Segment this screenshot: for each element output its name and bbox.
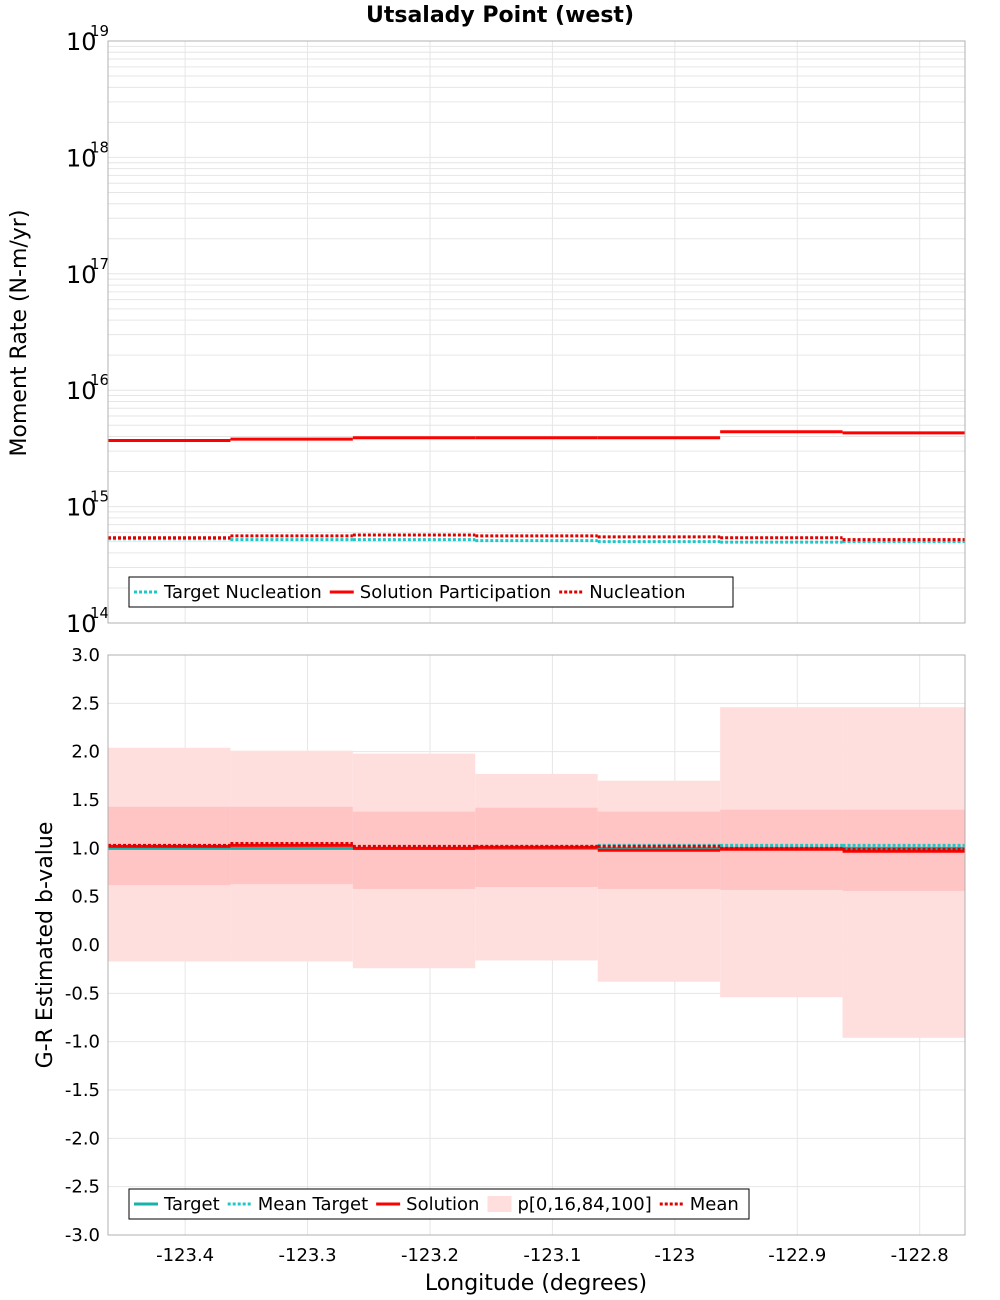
top-legend: Target Nucleation Solution Participation N…	[128, 576, 734, 608]
top-y-tick-exponent: 17	[90, 255, 109, 273]
bottom-legend-label: Mean	[690, 1194, 739, 1215]
bottom-plot-frame	[107, 654, 966, 1236]
top-y-tick-base: 10	[66, 261, 97, 289]
band-inner-range	[352, 811, 476, 889]
top-legend-label: Nucleation	[589, 582, 685, 603]
bottom-legend: Target Mean Target Solution p[0,16,84,100] M…	[128, 1188, 750, 1220]
bottom-y-tick-label: 3.0	[71, 645, 100, 666]
bottom-y-tick-label: -3.0	[65, 1225, 100, 1246]
top-y-tick-exponent: 18	[90, 138, 109, 156]
bottom-y-tick-label: 0.5	[71, 887, 100, 908]
bottom-legend-label: Mean Target	[258, 1194, 368, 1215]
x-tick-label: -122.8	[891, 1245, 949, 1266]
bottom-legend-label: p[0,16,84,100]	[517, 1194, 651, 1215]
b-value-panel: -3.0 -2.5 -2.0 -1.5 -1.0 -0.5 0.0 0.5 1.0 1.5 2.0 2…	[65, 645, 966, 1266]
top-y-tick-base: 10	[66, 144, 97, 172]
top-y-tick-exponent: 14	[90, 604, 109, 622]
bottom-y-tick-label: 1.5	[71, 790, 100, 811]
bottom-y-tick-label: -1.5	[65, 1080, 100, 1101]
top-plot-area	[108, 41, 965, 623]
top-y-tick-exponent: 16	[90, 371, 109, 389]
bottom-y-tick-label: 0.0	[71, 935, 100, 956]
top-y-tick-exponent: 19	[90, 22, 109, 40]
chart-title: Utsalady Point (west)	[366, 3, 634, 28]
bottom-y-tick-label: -2.0	[65, 1128, 100, 1149]
bottom-y-axis-label: G-R Estimated b-value	[33, 822, 58, 1069]
bottom-y-tick-label: -0.5	[65, 983, 100, 1004]
top-y-axis-label: Moment Rate (N-m/yr)	[7, 210, 32, 457]
top-y-tick-base: 10	[66, 28, 97, 56]
top-legend-label: Solution Participation	[360, 582, 551, 603]
x-tick-label: -123.2	[401, 1245, 459, 1266]
top-y-tick-base: 10	[66, 494, 97, 522]
bottom-y-tick-label: -2.5	[65, 1177, 100, 1198]
bottom-y-tick-label: 2.0	[71, 742, 100, 763]
bottom-legend-label: Target	[163, 1194, 220, 1215]
top-y-tick-base: 10	[66, 377, 97, 405]
bottom-legend-label: Solution	[406, 1194, 479, 1215]
x-axis-label: Longitude (degrees)	[425, 1271, 647, 1296]
bottom-y-tick-label: -1.0	[65, 1032, 100, 1053]
x-tick-label: -123	[654, 1245, 695, 1266]
top-y-tick-base: 10	[66, 610, 97, 638]
top-legend-label: Target Nucleation	[163, 582, 322, 603]
bottom-legend-box	[128, 1188, 750, 1220]
top-y-tick-exponent: 15	[90, 488, 109, 506]
x-tick-label: -123.1	[523, 1245, 581, 1266]
top-legend-box	[128, 576, 734, 608]
bottom-y-tick-label: 1.0	[71, 838, 100, 859]
x-tick-label: -122.9	[768, 1245, 826, 1266]
x-tick-label: -123.3	[279, 1245, 337, 1266]
x-tick-label: -123.4	[156, 1245, 214, 1266]
bottom-legend-swatch	[487, 1196, 512, 1212]
bottom-y-tick-label: 2.5	[71, 693, 100, 714]
top-plot-frame	[107, 40, 966, 624]
